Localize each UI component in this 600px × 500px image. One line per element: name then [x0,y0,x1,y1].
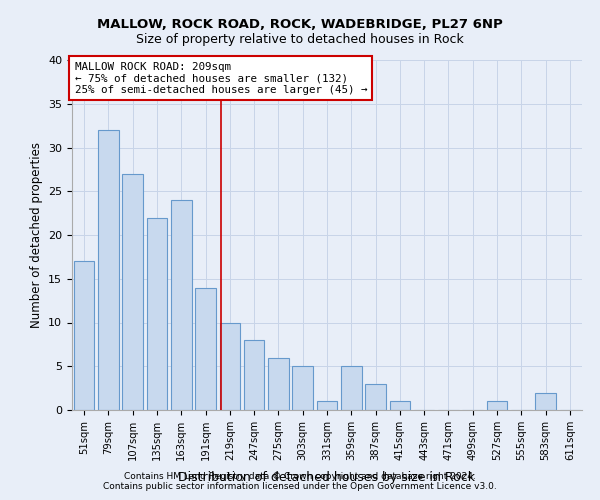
Text: MALLOW, ROCK ROAD, ROCK, WADEBRIDGE, PL27 6NP: MALLOW, ROCK ROAD, ROCK, WADEBRIDGE, PL2… [97,18,503,30]
Text: Contains HM Land Registry data © Crown copyright and database right 2024.: Contains HM Land Registry data © Crown c… [124,472,476,481]
Bar [195,288,216,410]
Bar [171,200,191,410]
Y-axis label: Number of detached properties: Number of detached properties [29,142,43,328]
Bar [341,366,362,410]
Bar [220,322,240,410]
Bar [122,174,143,410]
Bar [146,218,167,410]
Bar [535,392,556,410]
Bar [74,261,94,410]
Text: Size of property relative to detached houses in Rock: Size of property relative to detached ho… [136,32,464,46]
Bar [292,366,313,410]
Bar [268,358,289,410]
Bar [365,384,386,410]
Text: Contains public sector information licensed under the Open Government Licence v3: Contains public sector information licen… [103,482,497,491]
Bar [98,130,119,410]
Bar [244,340,265,410]
Bar [317,401,337,410]
Text: MALLOW ROCK ROAD: 209sqm
← 75% of detached houses are smaller (132)
25% of semi-: MALLOW ROCK ROAD: 209sqm ← 75% of detach… [74,62,367,95]
Bar [487,401,508,410]
X-axis label: Distribution of detached houses by size in Rock: Distribution of detached houses by size … [179,471,476,484]
Bar [389,401,410,410]
